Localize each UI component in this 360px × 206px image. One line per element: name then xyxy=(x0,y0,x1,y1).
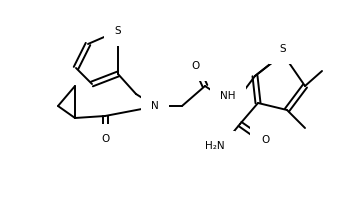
Text: NH: NH xyxy=(220,91,236,101)
Text: O: O xyxy=(101,134,109,144)
Text: O: O xyxy=(192,61,200,71)
Text: S: S xyxy=(280,44,286,54)
Text: N: N xyxy=(151,101,159,111)
Text: S: S xyxy=(115,26,121,36)
Text: H₂N: H₂N xyxy=(205,141,225,151)
Text: O: O xyxy=(261,135,269,145)
